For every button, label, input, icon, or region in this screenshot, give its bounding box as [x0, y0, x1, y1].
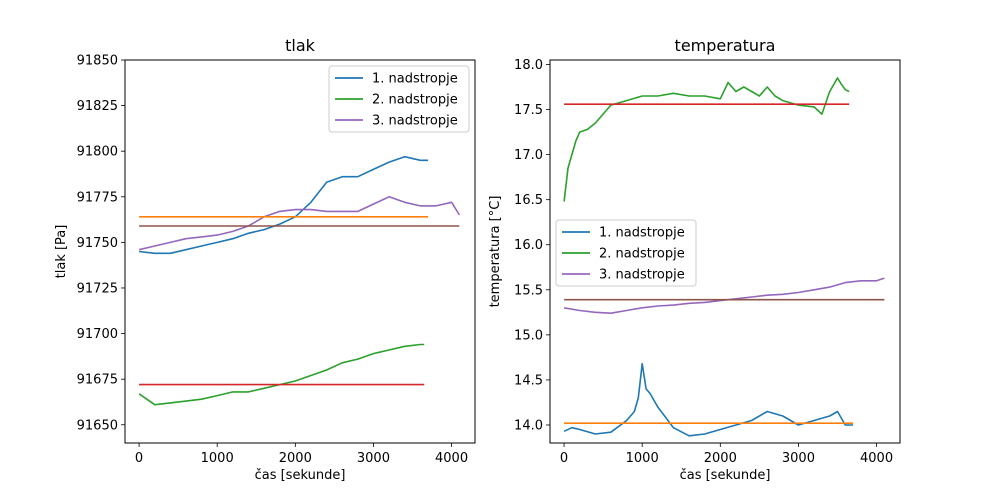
chart-title: temperatura [675, 36, 776, 55]
y-tick-label: 91700 [77, 327, 118, 342]
legend: 1. nadstropje 2. nadstropje 3. nadstropje [328, 65, 470, 133]
plot-frame [549, 59, 901, 444]
series-line-3 [138, 196, 461, 251]
x-axis-label: čas [sekunde] [255, 468, 346, 483]
legend-entry: 2. nadstropje [372, 93, 458, 108]
x-tick-label: 1000 [201, 451, 234, 466]
x-tick-label: 0 [560, 451, 568, 466]
legend-entry: 3. nadstropje [372, 114, 458, 129]
x-tick-label: 4000 [435, 451, 468, 466]
x-tick-label: 3000 [782, 451, 815, 466]
y-axis-label: tlak [Pa] [54, 225, 69, 279]
y-axis-label: temperatura [°C] [488, 196, 503, 308]
y-tick-label: 14.5 [514, 373, 543, 388]
x-axis-label: čas [sekunde] [680, 468, 771, 483]
series-lines [563, 77, 885, 437]
legend-box [555, 219, 697, 287]
plot-frame [124, 59, 476, 444]
y-tick-label: 17.5 [514, 103, 543, 118]
y-tick-label: 91850 [77, 54, 118, 69]
series-line-1 [139, 155, 429, 255]
legend-box [328, 65, 470, 133]
y-tick-label: 91725 [77, 281, 118, 296]
series-lines [138, 155, 461, 406]
y-tick-label: 91800 [77, 145, 118, 160]
y-tick-label: 16.0 [514, 238, 543, 253]
x-tick-label: 2000 [279, 451, 312, 466]
chart-1: 0 1000 2000 3000 4000 91650 91675 91700 91725 917… [54, 36, 476, 483]
legend: 1. nadstropje 2. nadstropje 3. nadstropje [555, 219, 697, 287]
y-tick-label: 18.0 [514, 58, 543, 73]
chart-2: 0 1000 2000 3000 4000 14.0 14.5 15.0 15.5 16.0 16.… [488, 36, 901, 483]
legend-entry: 3. nadstropje [599, 268, 685, 283]
x-tick-label: 0 [135, 451, 143, 466]
series-line-2 [138, 343, 425, 406]
series-line-2 [563, 77, 850, 202]
x-tick-label: 4000 [860, 451, 893, 466]
y-tick-label: 17.0 [514, 148, 543, 163]
chart-title: tlak [285, 36, 316, 55]
x-tick-label: 2000 [704, 451, 737, 466]
series-line-1 [563, 362, 854, 437]
x-tick-label: 3000 [357, 451, 390, 466]
y-tick-label: 91650 [77, 418, 118, 433]
x-tick-label: 1000 [626, 451, 659, 466]
y-tick-label: 15.0 [514, 328, 543, 343]
y-tick-label: 91750 [77, 236, 118, 251]
y-tick-label: 14.0 [514, 418, 543, 433]
y-tick-label: 16.5 [514, 193, 543, 208]
legend-entry: 1. nadstropje [372, 72, 458, 87]
y-tick-label: 15.5 [514, 283, 543, 298]
y-tick-label: 91675 [77, 373, 118, 388]
y-tick-label: 91775 [77, 190, 118, 205]
legend-entry: 2. nadstropje [599, 247, 685, 262]
legend-entry: 1. nadstropje [599, 226, 685, 241]
y-tick-label: 91825 [77, 99, 118, 114]
